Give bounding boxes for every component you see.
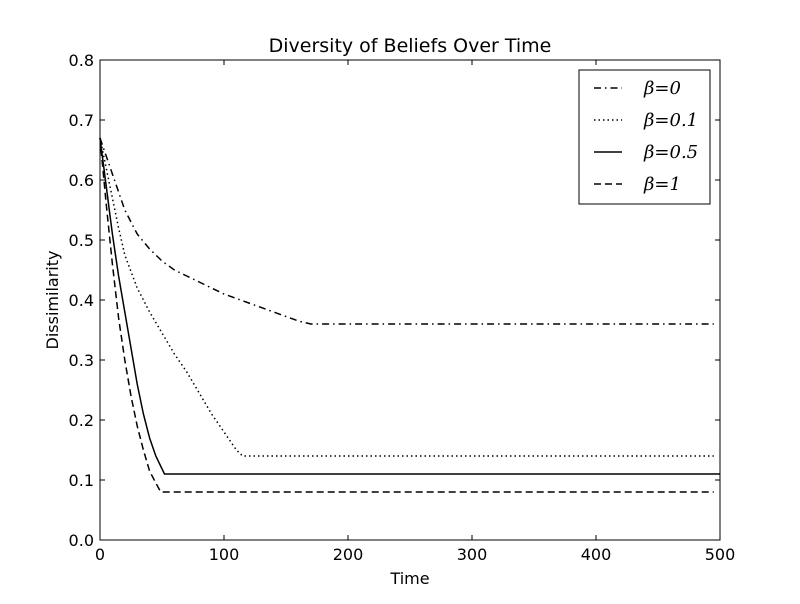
y-tick-label: 0.8 xyxy=(69,51,94,70)
series-line-4 xyxy=(99,137,714,493)
x-tick-label: 500 xyxy=(705,545,736,564)
y-tick-label: 0.7 xyxy=(69,111,94,130)
y-tick-label: 0.3 xyxy=(69,351,94,370)
legend-label-3: β=0.5 xyxy=(643,142,698,163)
y-tick-label: 0.2 xyxy=(69,411,94,430)
y-tick-label: 0.1 xyxy=(69,471,94,490)
x-tick-label: 0 xyxy=(95,545,105,564)
legend-label-2: β=0.1 xyxy=(643,110,698,131)
x-tick-label: 400 xyxy=(581,545,612,564)
series-line-1 xyxy=(99,137,714,325)
legend-label-1: β=0 xyxy=(643,78,681,99)
y-axis-label: Dissimilarity xyxy=(43,251,62,350)
y-tick-label: 0.6 xyxy=(69,171,94,190)
chart-title: Diversity of Beliefs Over Time xyxy=(269,35,552,57)
y-tick-label: 0.5 xyxy=(69,231,94,250)
y-tick-label: 0.0 xyxy=(69,531,94,550)
x-tick-label: 100 xyxy=(209,545,240,564)
plot-content xyxy=(99,137,720,493)
series-line-3 xyxy=(99,137,720,475)
legend: β=0 β=0.1 β=0.5 β=1 xyxy=(578,69,711,205)
x-axis: 0 100 200 300 400 500 xyxy=(95,60,735,564)
legend-label-4: β=1 xyxy=(643,174,681,195)
x-tick-label: 200 xyxy=(333,545,364,564)
y-axis: 0.0 0.1 0.2 0.3 0.4 0.5 0.6 0.7 0.8 xyxy=(69,51,720,550)
x-axis-label: Time xyxy=(389,569,429,588)
legend-box xyxy=(578,69,711,205)
y-tick-label: 0.4 xyxy=(69,291,94,310)
x-tick-label: 300 xyxy=(457,545,488,564)
